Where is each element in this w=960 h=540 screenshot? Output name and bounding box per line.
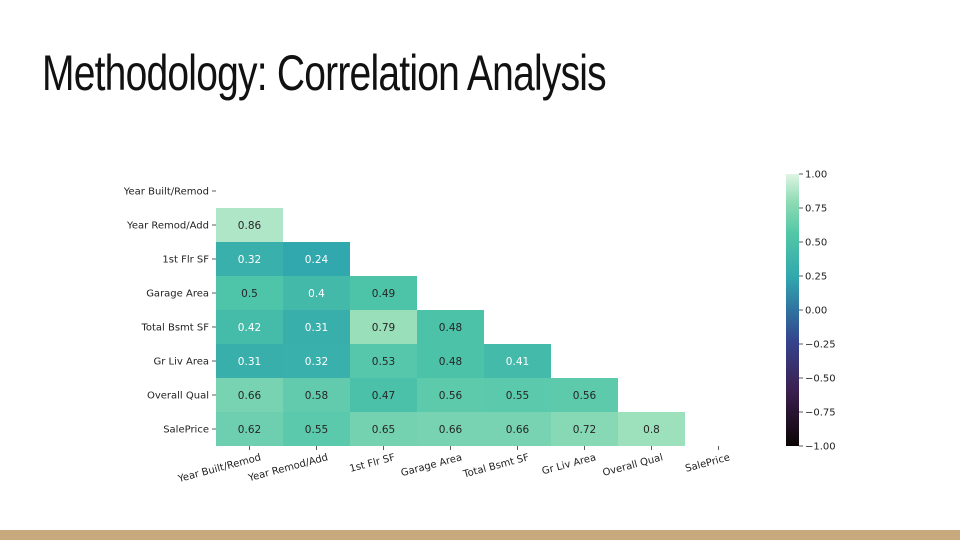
heatmap-cell	[283, 378, 350, 412]
heatmap-cell-value: 0.47	[372, 390, 395, 402]
y-tick-label: 1st Flr SF	[162, 255, 209, 266]
heatmap-cell-value: 0.42	[238, 322, 261, 334]
heatmap-cell-value: 0.66	[439, 424, 463, 436]
heatmap-value-labels: 0.86 0.32 0.24 0.5 0.4 0.49 0.42 0.31 0.79 0.48 0.…	[238, 220, 660, 436]
heatmap-cell-value: 0.79	[372, 322, 395, 334]
heatmap-cell	[283, 242, 350, 276]
heatmap-cell-value: 0.5	[241, 288, 258, 300]
heatmap-cell	[283, 276, 350, 310]
heatmap-cell-value: 0.31	[238, 356, 261, 368]
heatmap-cell	[551, 378, 618, 412]
x-tick-label: 1st Flr SF	[348, 452, 396, 475]
x-tick-label: SalePrice	[684, 452, 731, 474]
heatmap-cell	[484, 412, 551, 446]
heatmap-cell-value: 0.32	[305, 356, 328, 368]
slide-title: Methodology: Correlation Analysis	[42, 45, 607, 101]
colorbar	[786, 174, 799, 446]
heatmap-cell-value: 0.48	[439, 322, 462, 334]
heatmap-cell-value: 0.24	[305, 254, 329, 266]
heatmap-cell	[350, 412, 417, 446]
heatmap-cell	[216, 242, 283, 276]
colorbar-tick-label: 1.00	[805, 170, 827, 181]
colorbar-tick-label: 0.50	[805, 238, 827, 249]
y-tick-label: Overall Qual	[147, 391, 209, 402]
x-tick-label: Garage Area	[400, 452, 464, 479]
heatmap-cell	[417, 378, 484, 412]
heatmap-cell-value: 0.55	[506, 390, 529, 402]
heatmap-cell	[551, 412, 618, 446]
y-tick-label: Year Built/Remod	[123, 187, 209, 198]
colorbar-tick-label: −1.00	[805, 442, 836, 453]
heatmap-cell	[350, 276, 417, 310]
colorbar-tick-label: −0.25	[805, 340, 836, 351]
footer-accent-bar	[0, 530, 960, 540]
heatmap-cell	[216, 378, 283, 412]
heatmap-cell-value: 0.66	[506, 424, 530, 436]
heatmap-cell	[283, 344, 350, 378]
heatmap-cell-value: 0.4	[308, 288, 325, 300]
heatmap-cell-value: 0.48	[439, 356, 462, 368]
colorbar-tick-label: −0.50	[805, 374, 836, 385]
heatmap-cell	[350, 378, 417, 412]
heatmap-cell	[417, 310, 484, 344]
y-tick-label: Garage Area	[146, 289, 209, 300]
heatmap-cell-value: 0.41	[506, 356, 529, 368]
x-tick-label: Overall Qual	[602, 452, 665, 479]
heatmap-cell	[350, 310, 417, 344]
y-tick-label: Gr Liv Area	[154, 357, 210, 368]
heatmap-cell-value: 0.55	[305, 424, 328, 436]
colorbar-tick-label: 0.25	[805, 272, 827, 283]
heatmap-cell	[484, 378, 551, 412]
heatmap-cell	[484, 344, 551, 378]
heatmap-cell	[283, 412, 350, 446]
heatmap-cell	[417, 344, 484, 378]
colorbar-tick-label: 0.00	[805, 306, 827, 317]
heatmap-cell	[417, 412, 484, 446]
heatmap-cell-value: 0.49	[372, 288, 395, 300]
y-tick-label: SalePrice	[163, 425, 209, 436]
y-axis-tick-labels: Year Built/Remod Year Remod/Add 1st Flr SF…	[123, 187, 216, 436]
x-tick-label: Total Bsmt SF	[461, 452, 530, 480]
heatmap-cell	[216, 276, 283, 310]
colorbar-tick-labels: 1.00 0.75 0.50 0.25 0.00 −0.25 −0.50 −0.75 −1.00	[799, 170, 836, 453]
heatmap-cell-value: 0.72	[573, 424, 596, 436]
heatmap-cell-value: 0.56	[573, 390, 597, 402]
heatmap-cell-value: 0.56	[439, 390, 463, 402]
heatmap-cell	[350, 344, 417, 378]
heatmap-cell-value: 0.66	[238, 390, 262, 402]
heatmap-cell	[216, 412, 283, 446]
heatmap-cell-value: 0.53	[372, 356, 395, 368]
heatmap-cell-value: 0.65	[372, 424, 395, 436]
y-tick-label: Year Remod/Add	[126, 221, 209, 232]
colorbar-tick-label: −0.75	[805, 408, 836, 419]
heatmap-cell-value: 0.32	[238, 254, 261, 266]
colorbar-tick-label: 0.75	[805, 204, 827, 215]
heatmap-cell	[216, 344, 283, 378]
heatmap-cell-value: 0.86	[238, 220, 262, 232]
heatmap-cell-value: 0.8	[643, 424, 660, 436]
heatmap-cell	[618, 412, 685, 446]
y-tick-label: Total Bsmt SF	[140, 323, 209, 334]
heatmap-cell-value: 0.31	[305, 322, 328, 334]
x-tick-label: Gr Liv Area	[541, 452, 597, 477]
heatmap-cells	[216, 208, 685, 446]
heatmap-cell	[216, 310, 283, 344]
heatmap-cell	[216, 208, 283, 242]
heatmap-cell-value: 0.62	[238, 424, 261, 436]
heatmap-cell-value: 0.58	[305, 390, 328, 402]
heatmap-cell	[283, 310, 350, 344]
